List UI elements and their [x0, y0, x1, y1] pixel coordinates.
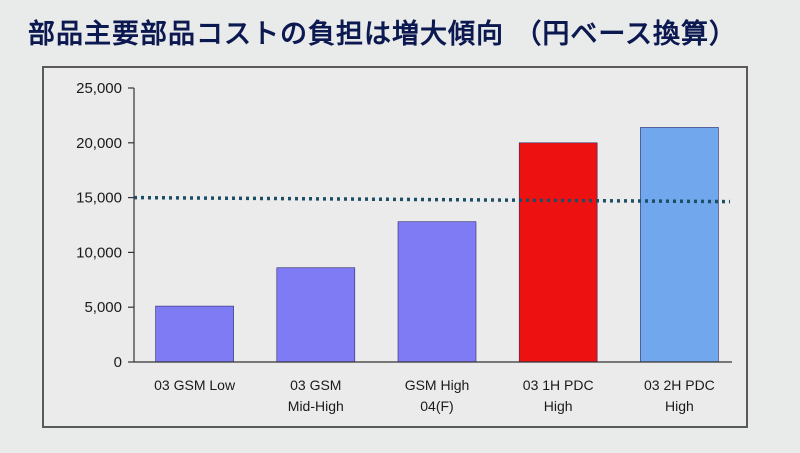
category-label: 04(F) — [420, 398, 453, 414]
y-tick-label: 20,000 — [76, 135, 122, 152]
bar — [397, 221, 477, 363]
y-tick-label: 10,000 — [76, 244, 122, 261]
bar — [640, 127, 719, 363]
bar — [155, 305, 234, 363]
y-tick-label: 5,000 — [84, 299, 122, 316]
bar-chart: 0 5,000 10,000 15,000 20,000 25,000 03 GSM Low… — [76, 80, 732, 414]
bar — [276, 267, 356, 363]
y-tick-label: 25,000 — [76, 80, 122, 97]
category-label: 03 2H PDC — [644, 377, 715, 393]
category-label: 03 1H PDC — [523, 377, 594, 393]
reference-line — [133, 195, 731, 204]
chart-frame: 0 5,000 10,000 15,000 20,000 25,000 03 GSM Low… — [42, 66, 748, 428]
category-label: 03 GSM — [290, 377, 341, 393]
y-tick-label: 0 — [114, 354, 122, 371]
chart-title: 部品主要部品コストの負担は増大傾向 （円ベース換算） — [28, 19, 738, 50]
category-label: GSM High — [405, 377, 470, 393]
category-label: 03 GSM Low — [154, 377, 236, 393]
category-label: High — [544, 398, 573, 414]
bar — [518, 142, 598, 363]
y-tick-label: 15,000 — [76, 190, 122, 207]
category-label: Mid-High — [288, 398, 344, 414]
category-label: High — [665, 398, 694, 414]
